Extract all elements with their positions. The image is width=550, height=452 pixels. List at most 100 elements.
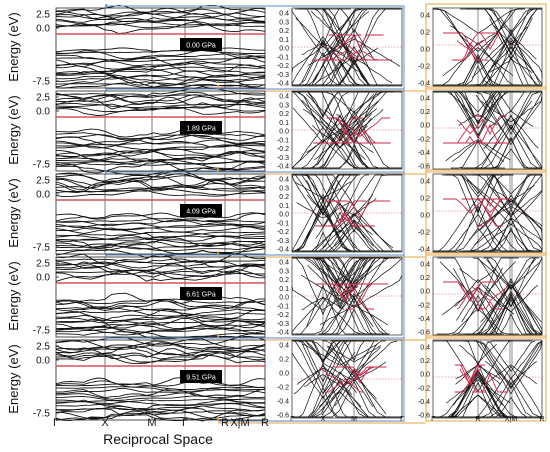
zoom-a-tick-label: 0.2	[279, 277, 289, 284]
main-plot-frame	[55, 256, 266, 338]
zoom-b-band	[433, 340, 533, 393]
band-curve	[55, 336, 266, 347]
zoom-a-tick-label: -0.4	[277, 247, 289, 254]
zoom-a-k-label: M	[351, 416, 357, 423]
zoom-b-band	[481, 296, 541, 335]
zoom-a-band	[293, 340, 353, 383]
zoom-b-band	[473, 340, 543, 390]
band-curve	[55, 185, 266, 191]
pressure-label-box	[180, 287, 222, 300]
band-curve	[55, 22, 266, 29]
band-curve	[55, 212, 266, 223]
pressure-label-box	[180, 204, 222, 217]
zoom-b-frame	[432, 90, 543, 170]
zoom-b-highlight-band	[456, 119, 484, 135]
band-curve	[55, 252, 266, 265]
band-curve	[55, 306, 266, 317]
zoom-b-band	[488, 174, 534, 210]
main-bands	[55, 336, 266, 422]
zoom-b-band	[453, 376, 503, 406]
zoom-a-tick-label: -0.4	[277, 399, 289, 406]
zoom-a-tick-label: 0.0	[279, 129, 289, 136]
band-curve	[55, 338, 266, 350]
zoom-b-band	[460, 8, 542, 34]
zoom-a-band	[292, 40, 366, 86]
band-curve	[55, 388, 266, 395]
band-curve	[55, 94, 266, 104]
y-tick-label: 2.5	[36, 259, 50, 270]
zoom-b-band	[476, 91, 542, 131]
zoom-b-band	[445, 139, 511, 162]
zoom-a-band	[292, 206, 369, 252]
zoom-b-band	[485, 8, 537, 50]
zoom-a-band	[319, 304, 389, 326]
zoom-b-k-label: R	[539, 416, 544, 423]
zoom-a-highlight-band	[319, 367, 371, 387]
zoom-b-tick-label: -0.2	[418, 230, 430, 237]
zoom-b-frame	[432, 339, 543, 419]
zoom-a-band	[314, 138, 366, 160]
zoom-a-band	[313, 8, 367, 44]
pressure-label: 9.51 GPa	[186, 375, 216, 382]
zoom-a-tick-label: 0.2	[279, 194, 289, 201]
zoom-b-band	[462, 223, 543, 252]
band-curve	[55, 407, 266, 417]
zoom-a-tick-label: 0.4	[279, 94, 289, 101]
zoom-a-tick-label: -0.6	[277, 413, 289, 420]
band-curve	[55, 224, 266, 231]
band-curve	[55, 212, 266, 220]
main-bands	[55, 4, 266, 89]
zoom-a-highlight-band	[344, 366, 376, 384]
band-curve	[55, 244, 266, 256]
zoom-b-band	[459, 268, 497, 284]
zoom-b-band	[451, 140, 505, 169]
zoom-a-tick-label: 0.4	[279, 343, 289, 350]
zoom-a-bands	[291, 91, 402, 169]
main-bands	[55, 170, 266, 259]
zoom-b-band	[463, 340, 543, 388]
zoom-b-band	[476, 28, 542, 86]
zoom-a-band	[322, 146, 358, 169]
zoom-a-k-label: Γ	[290, 416, 294, 423]
band-curve	[55, 327, 265, 339]
zoom-b-tick-label: 0.2	[420, 196, 430, 203]
band-curve	[55, 395, 266, 402]
y-tick-label: -7.5	[33, 160, 51, 171]
band-curve	[55, 324, 266, 333]
pressure-panel: Energy (eV) 2.50.0-7.54.09 GPa0.40.30.20.…	[6, 169, 547, 259]
zoom-b-band	[483, 115, 539, 150]
k-point-label: Γ	[182, 417, 188, 429]
y-tick-label: 0.0	[36, 190, 50, 201]
zoom-a-band	[305, 340, 341, 362]
band-curve	[56, 62, 266, 70]
band-curve	[55, 4, 266, 15]
zoom-b-band	[486, 258, 536, 289]
y-tick-label: 2.5	[36, 10, 50, 21]
zoom-b-tick-label: -0.2	[418, 302, 430, 309]
zoom-b-band	[433, 91, 525, 126]
zoom-connector-blue	[106, 337, 405, 422]
zoom-a-tick-label: 0.4	[279, 177, 289, 184]
zoom-b-highlight-band	[459, 368, 481, 386]
zoom-b-band	[473, 218, 542, 252]
zoom-a-band	[296, 91, 350, 118]
zoom-a-band	[323, 297, 385, 335]
zoom-a-band	[294, 181, 352, 199]
zoom-b-band	[486, 257, 536, 308]
zoom-a-band	[316, 131, 364, 166]
zoom-b-bands	[433, 8, 543, 86]
zoom-a-band	[307, 38, 401, 67]
zoom-b-band	[471, 37, 543, 79]
band-curve	[55, 409, 266, 420]
zoom-b-band	[461, 91, 542, 135]
zoom-a-tick-label: -0.4	[277, 330, 289, 337]
band-curve	[55, 49, 265, 60]
band-curve	[55, 386, 265, 392]
zoom-a-tick-label: -0.2	[277, 312, 289, 319]
zoom-a-tick-label: 0.0	[279, 295, 289, 302]
zoom-a-tick-label: 0.3	[279, 268, 289, 275]
zoom-b-tick-label: 0.2	[420, 275, 430, 282]
zoom-b-tick-label: -0.6	[418, 164, 430, 171]
band-curve	[55, 377, 266, 387]
zoom-b-band	[487, 340, 535, 372]
